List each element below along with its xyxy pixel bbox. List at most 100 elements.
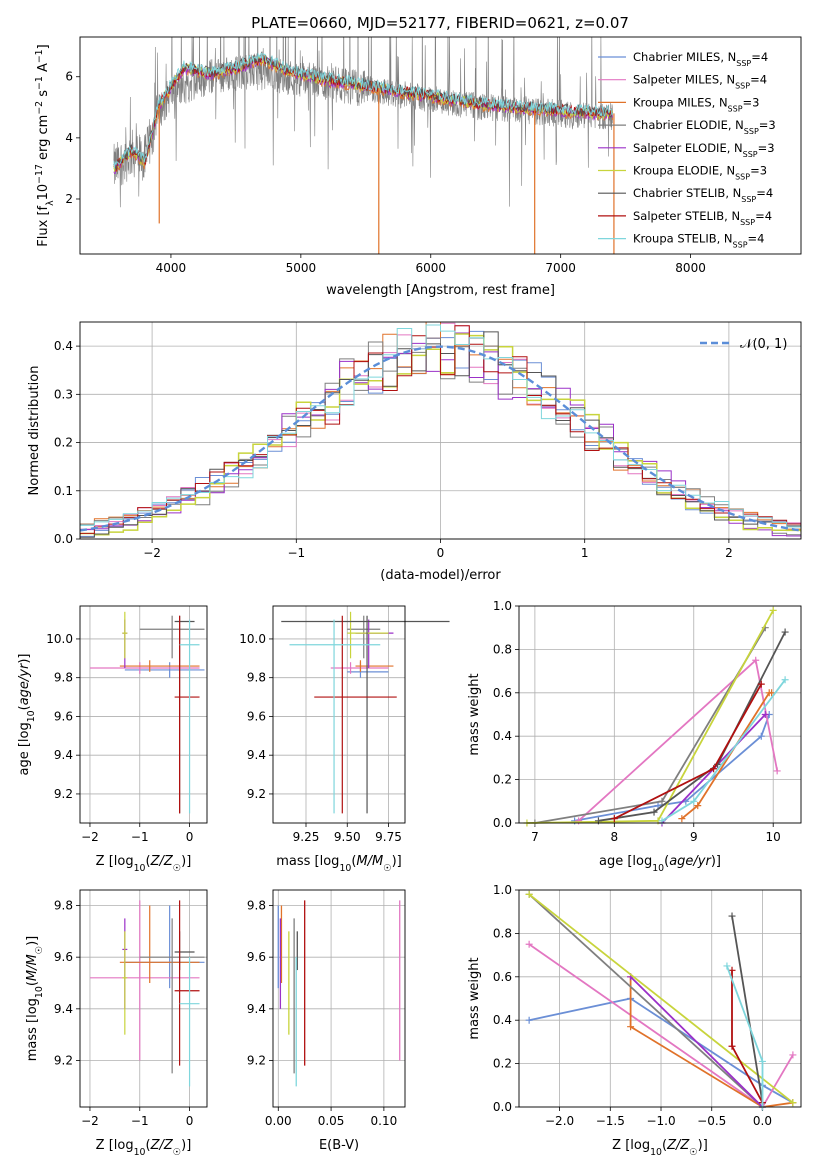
y-axis-label-part: age [log <box>17 722 32 775</box>
y-tick-label: 10.0 <box>46 632 73 646</box>
x-tick-label: 7000 <box>545 261 576 275</box>
legend-entry-name: Kroupa MILES, N <box>633 95 728 109</box>
y-tick-label: 9.8 <box>54 671 73 685</box>
x-tick-label: 0 <box>186 1114 194 1128</box>
y-axis-label-part: −1 <box>34 76 45 90</box>
legend-entry-value: =4 <box>748 232 765 246</box>
residual-legend: 𝒩(0, 1) <box>700 337 787 352</box>
age-vs-metallicity-panel: −2 −1 09.29.49.69.810.0Z [log10(Z/Z☉)]age … <box>17 605 208 874</box>
x-tick-label: 0 <box>186 830 194 844</box>
weight-z-series-line <box>528 893 764 1108</box>
y-axis-label-part: λ <box>45 200 56 206</box>
y-axis-label: age [log10(age/yr)] <box>17 653 37 775</box>
weight-z-point <box>723 962 731 970</box>
x-axis-label-part: wavelength [Angstrom, rest frame] <box>326 283 555 298</box>
y-tick-label: 1.0 <box>493 883 512 897</box>
y-axis-label-part: M/M <box>25 954 40 981</box>
weight-age-point <box>761 711 769 718</box>
y-tick-label: 9.4 <box>54 748 73 762</box>
legend-entry-value: =3 <box>743 95 760 109</box>
legend-entry: Salpeter ELODIE, NSSP=3 <box>633 141 775 159</box>
y-tick-label: 4 <box>65 131 73 145</box>
weight-vs-age-frame <box>518 605 802 824</box>
x-axis-label-part: ☉ <box>173 863 181 874</box>
legend-entry-sub: SSP <box>735 172 750 181</box>
mass-vs-ebv-frame <box>272 889 406 1108</box>
x-axis-label-part: Z [log <box>96 1138 134 1153</box>
y-tick-label: 0.6 <box>493 686 512 700</box>
y-tick-label: 0.8 <box>493 642 512 656</box>
y-axis-label-part: 10 <box>26 710 37 722</box>
x-axis-label: Z [log10(Z/Z☉)] <box>612 1138 708 1158</box>
x-axis-label: Z [log10(Z/Z☉)] <box>96 1138 192 1158</box>
y-tick-label: 0.8 <box>493 926 512 940</box>
age-vs-z-frame <box>79 605 208 824</box>
weight-age-point <box>757 680 765 688</box>
x-tick-label: 8 <box>611 830 619 844</box>
y-tick-label: 9.2 <box>247 787 266 801</box>
x-tick-label: −1 <box>287 546 305 560</box>
y-tick-label: 0.3 <box>54 387 73 401</box>
y-axis-label-part: 10 <box>36 184 51 201</box>
y-axis-label: Flux [fλ10−17 erg cm−2 s−1 A−1] <box>34 44 56 246</box>
legend-entry-sub: SSP <box>733 240 748 249</box>
legend-entry-value: =3 <box>750 164 767 178</box>
y-tick-label: 6 <box>65 70 73 84</box>
legend-entry-name: Chabrier MILES, N <box>633 50 736 64</box>
weight-z-point <box>728 1042 736 1050</box>
weight-z-series-line <box>528 893 794 1104</box>
weight-age-point <box>690 797 698 805</box>
legend-entry-sub: SSP <box>735 81 750 90</box>
y-tick-label: 10.0 <box>239 632 266 646</box>
x-axis-label-part: ( <box>146 1138 151 1153</box>
y-axis-label-part: mass [log <box>25 998 40 1061</box>
x-axis-label-part: ( <box>351 854 356 869</box>
y-axis-label-part: ( <box>25 981 40 986</box>
y-tick-label: 9.2 <box>247 1054 266 1068</box>
weight-vs-age-plot-area <box>523 606 789 827</box>
x-tick-label: 0 <box>437 546 445 560</box>
x-axis-label-part: 10 <box>339 863 351 874</box>
weight-z-point <box>789 1051 797 1059</box>
y-tick-label: 9.2 <box>54 1054 73 1068</box>
y-axis-label-part: ☉ <box>34 946 45 954</box>
y-tick-label: 0.6 <box>493 970 512 984</box>
figure-title: PLATE=0660, MJD=52177, FIBERID=0621, z=0… <box>251 14 629 32</box>
mass-vs-ebv-axes: 0.00 0.05 0.10 9.2 9.4 9.6 9.8 <box>247 890 405 1128</box>
y-tick-label: 0.2 <box>54 436 73 450</box>
x-axis-label-part: ( <box>146 854 151 869</box>
x-tick-label: 9.25 <box>293 830 320 844</box>
y-tick-label: 9.6 <box>54 950 73 964</box>
y-tick-label: 1.0 <box>493 599 512 613</box>
y-tick-label: 9.4 <box>247 748 266 762</box>
weight-age-point <box>769 606 777 614</box>
weight-z-point <box>789 1099 797 1107</box>
x-tick-label: −2 <box>81 830 99 844</box>
x-axis-label-part: Z/Z <box>150 1138 174 1153</box>
y-axis-label-part: ( <box>17 705 32 710</box>
age-vs-z-axes: −2 −1 0 9.2 9.4 9.6 9.8 10.0 <box>46 606 207 844</box>
gaussian-curve <box>80 345 801 532</box>
weight-age-point <box>781 676 789 684</box>
legend-entry: Chabrier ELODIE, NSSP=3 <box>633 118 776 136</box>
weight-z-point <box>758 1057 766 1065</box>
y-tick-label: 0.4 <box>54 339 73 353</box>
legend-entry: Kroupa ELODIE, NSSP=3 <box>633 164 767 182</box>
weight-age-point <box>781 628 789 636</box>
y-axis-label-part: erg cm <box>36 115 51 164</box>
weight-vs-metallicity-panel: −2.0 −1.5 −1.0 −0.5 0.0 0.0 0.2 0.4 0.6 0.8 1.0 Z [… <box>467 883 802 1158</box>
x-tick-label: 1 <box>581 546 589 560</box>
x-axis-label: E(B-V) <box>319 1138 359 1153</box>
x-tick-label: −2 <box>81 1114 99 1128</box>
x-tick-label: 0.0 <box>753 1114 772 1128</box>
y-axis-label-part: −1 <box>34 49 45 63</box>
y-axis-label-part: s <box>36 90 51 101</box>
weight-age-point <box>773 767 781 775</box>
legend-entry-value: =4 <box>756 186 773 200</box>
x-axis-label-part: M/M <box>356 854 383 869</box>
y-tick-label: 9.4 <box>54 1002 73 1016</box>
age-vs-mass-frame <box>272 605 406 824</box>
weight-z-series-line <box>731 915 764 1103</box>
y-axis-label-part: A <box>36 63 51 76</box>
